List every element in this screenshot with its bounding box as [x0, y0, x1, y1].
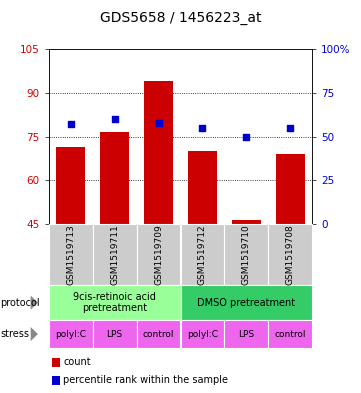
Point — [156, 120, 161, 127]
Text: control: control — [275, 330, 306, 338]
Bar — [276, 154, 305, 224]
Point — [112, 116, 117, 122]
Text: LPS: LPS — [106, 330, 123, 338]
Text: count: count — [63, 357, 91, 367]
Text: DMSO pretreatment: DMSO pretreatment — [197, 298, 295, 308]
Bar — [188, 151, 217, 224]
Text: GSM1519708: GSM1519708 — [286, 224, 295, 285]
Text: GDS5658 / 1456223_at: GDS5658 / 1456223_at — [100, 11, 261, 25]
Bar — [144, 81, 173, 224]
Text: percentile rank within the sample: percentile rank within the sample — [63, 375, 228, 386]
Text: GSM1519710: GSM1519710 — [242, 224, 251, 285]
Text: GSM1519709: GSM1519709 — [154, 224, 163, 285]
Text: 9cis-retinoic acid
pretreatment: 9cis-retinoic acid pretreatment — [73, 292, 156, 313]
Text: LPS: LPS — [238, 330, 255, 338]
Text: control: control — [143, 330, 174, 338]
Text: protocol: protocol — [0, 298, 40, 308]
Text: GSM1519712: GSM1519712 — [198, 224, 207, 285]
Point — [68, 121, 74, 127]
Text: polyI:C: polyI:C — [187, 330, 218, 338]
Bar — [100, 132, 129, 224]
Text: GSM1519713: GSM1519713 — [66, 224, 75, 285]
Point — [200, 125, 205, 131]
Bar — [232, 220, 261, 224]
Text: GSM1519711: GSM1519711 — [110, 224, 119, 285]
Point — [243, 133, 249, 140]
Text: polyI:C: polyI:C — [55, 330, 86, 338]
Point — [287, 125, 293, 131]
Text: stress: stress — [0, 329, 29, 339]
Bar — [56, 147, 85, 224]
